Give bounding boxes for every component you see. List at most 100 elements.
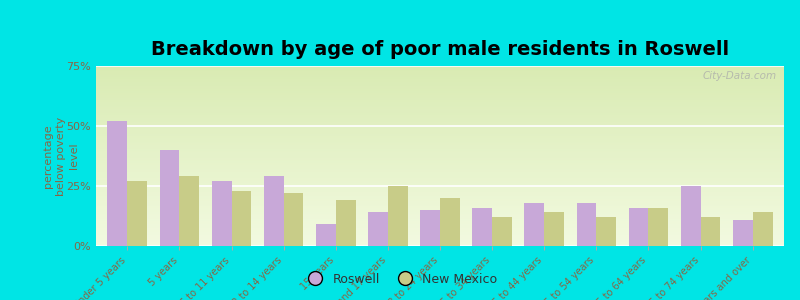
Bar (96, 226, 784, 228)
Bar (701, 217, 721, 246)
Bar (96, 91, 784, 93)
Bar (96, 80, 784, 82)
Bar (96, 127, 784, 129)
Bar (96, 131, 784, 133)
Bar (96, 98, 784, 100)
Bar (96, 133, 784, 134)
Bar (96, 68, 784, 70)
Bar (96, 223, 784, 224)
Bar (96, 149, 784, 151)
Bar (96, 129, 784, 131)
Bar (753, 212, 773, 246)
Bar (96, 109, 784, 111)
Bar (96, 116, 784, 118)
Bar (96, 210, 784, 212)
Bar (96, 190, 784, 192)
Bar (231, 191, 251, 246)
Bar (96, 208, 784, 210)
Bar (420, 210, 440, 246)
Bar (127, 181, 147, 246)
Bar (96, 169, 784, 170)
Bar (649, 208, 668, 246)
Y-axis label: percentage
below poverty
level: percentage below poverty level (42, 116, 79, 196)
Bar (596, 217, 616, 246)
Bar (629, 208, 649, 246)
Bar (96, 170, 784, 172)
Bar (336, 200, 355, 246)
Bar (96, 244, 784, 246)
Bar (96, 71, 784, 73)
Bar (525, 203, 544, 246)
Bar (316, 224, 336, 246)
Bar (733, 220, 753, 246)
Bar (96, 147, 784, 149)
Bar (96, 183, 784, 185)
Bar (96, 102, 784, 104)
Text: City-Data.com: City-Data.com (703, 71, 777, 81)
Bar (492, 217, 512, 246)
Bar (96, 167, 784, 169)
Bar (107, 121, 127, 246)
Bar (96, 163, 784, 165)
Bar (96, 145, 784, 147)
Bar (96, 215, 784, 217)
Bar (264, 176, 284, 246)
Bar (681, 186, 701, 246)
Bar (96, 97, 784, 98)
Bar (96, 86, 784, 88)
Bar (96, 188, 784, 190)
Bar (96, 233, 784, 235)
Bar (96, 89, 784, 91)
Bar (96, 205, 784, 206)
Bar (96, 158, 784, 160)
Bar (544, 212, 564, 246)
Bar (96, 179, 784, 181)
Bar (96, 174, 784, 176)
Bar (96, 124, 784, 125)
Bar (96, 239, 784, 241)
Bar (368, 212, 388, 246)
Bar (96, 228, 784, 230)
Bar (96, 232, 784, 233)
Bar (96, 194, 784, 196)
Bar (96, 152, 784, 154)
Bar (96, 118, 784, 120)
Bar (96, 224, 784, 226)
Bar (96, 88, 784, 89)
Bar (472, 208, 492, 246)
Bar (96, 125, 784, 127)
Bar (96, 172, 784, 174)
Bar (96, 79, 784, 80)
Bar (96, 120, 784, 122)
Bar (577, 203, 596, 246)
Bar (96, 104, 784, 106)
Bar (96, 161, 784, 163)
Bar (96, 221, 784, 223)
Bar (212, 181, 231, 246)
Bar (96, 107, 784, 109)
Bar (96, 122, 784, 124)
Bar (96, 73, 784, 75)
Bar (96, 66, 784, 68)
Bar (96, 217, 784, 219)
Bar (96, 136, 784, 138)
Bar (96, 138, 784, 140)
Bar (96, 82, 784, 84)
Bar (96, 241, 784, 242)
Bar (96, 95, 784, 97)
Legend: Roswell, New Mexico: Roswell, New Mexico (298, 268, 502, 291)
Bar (96, 160, 784, 161)
Bar (96, 196, 784, 197)
Bar (96, 201, 784, 203)
Bar (96, 142, 784, 143)
Bar (388, 186, 408, 246)
Bar (96, 165, 784, 167)
Bar (96, 185, 784, 187)
Bar (284, 193, 303, 246)
Bar (96, 75, 784, 77)
Bar (96, 106, 784, 107)
Bar (96, 187, 784, 188)
Bar (96, 111, 784, 113)
Bar (96, 214, 784, 215)
Bar (96, 176, 784, 178)
